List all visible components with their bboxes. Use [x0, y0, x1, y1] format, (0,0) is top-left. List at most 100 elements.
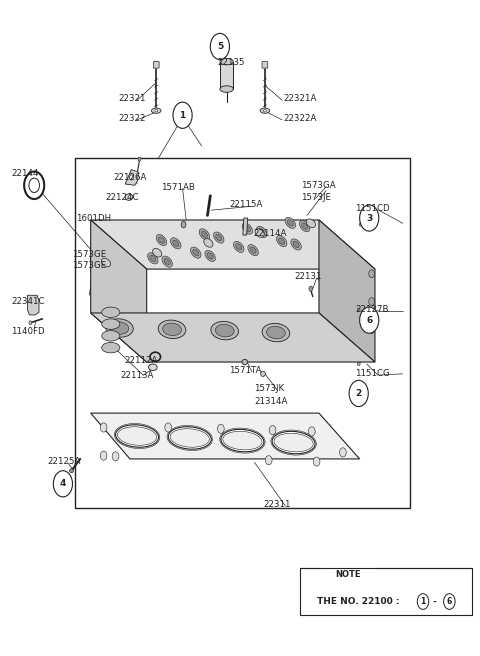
Circle shape	[112, 452, 119, 461]
Polygon shape	[91, 313, 375, 362]
Polygon shape	[27, 295, 39, 315]
Circle shape	[369, 298, 374, 306]
Text: 22135: 22135	[217, 58, 244, 68]
Ellipse shape	[306, 219, 315, 228]
Polygon shape	[319, 220, 375, 362]
Ellipse shape	[260, 108, 270, 113]
Circle shape	[369, 325, 374, 333]
Text: 21314A: 21314A	[254, 397, 288, 406]
Ellipse shape	[248, 245, 258, 256]
FancyBboxPatch shape	[262, 62, 268, 68]
Text: NOTE: NOTE	[336, 570, 361, 579]
Ellipse shape	[164, 258, 170, 265]
Circle shape	[360, 205, 379, 231]
Ellipse shape	[155, 110, 157, 112]
Ellipse shape	[287, 220, 293, 226]
Text: 22322: 22322	[118, 114, 145, 123]
Text: 1573JK: 1573JK	[254, 384, 285, 394]
Circle shape	[369, 270, 374, 277]
Text: 5: 5	[217, 42, 223, 51]
Ellipse shape	[29, 321, 32, 325]
Polygon shape	[125, 170, 139, 185]
Text: -: -	[430, 597, 440, 606]
Text: 1151CG: 1151CG	[355, 369, 390, 379]
Ellipse shape	[216, 324, 234, 337]
Ellipse shape	[211, 321, 239, 340]
Circle shape	[173, 102, 192, 129]
Text: 1571AB: 1571AB	[161, 183, 195, 192]
Circle shape	[100, 451, 107, 461]
Text: 1601DH: 1601DH	[76, 213, 111, 222]
Text: 22124C: 22124C	[105, 193, 139, 201]
Ellipse shape	[274, 434, 313, 452]
Bar	[75, 158, 410, 508]
Ellipse shape	[201, 231, 207, 237]
Ellipse shape	[357, 308, 360, 312]
Ellipse shape	[170, 237, 181, 249]
Ellipse shape	[110, 321, 129, 335]
Circle shape	[138, 157, 141, 161]
Ellipse shape	[152, 108, 161, 113]
Text: 1573GE: 1573GE	[72, 261, 107, 270]
Ellipse shape	[285, 217, 296, 228]
Ellipse shape	[236, 243, 242, 250]
Ellipse shape	[116, 425, 158, 447]
Ellipse shape	[173, 240, 179, 247]
Ellipse shape	[149, 364, 157, 371]
Text: 22311: 22311	[263, 501, 290, 509]
Polygon shape	[91, 220, 147, 362]
Ellipse shape	[221, 430, 264, 452]
Ellipse shape	[207, 253, 213, 259]
Ellipse shape	[156, 234, 167, 245]
Ellipse shape	[216, 234, 222, 241]
Circle shape	[210, 33, 229, 60]
Ellipse shape	[261, 371, 265, 377]
Ellipse shape	[259, 229, 265, 235]
Text: 22131: 22131	[294, 272, 322, 281]
Text: 22114A: 22114A	[253, 228, 287, 237]
Ellipse shape	[250, 247, 256, 253]
Circle shape	[217, 424, 224, 434]
Circle shape	[265, 456, 272, 465]
Ellipse shape	[205, 251, 216, 262]
Ellipse shape	[162, 256, 172, 267]
Text: 1151CD: 1151CD	[355, 205, 389, 213]
Text: 22125A: 22125A	[48, 457, 81, 466]
Ellipse shape	[264, 110, 266, 112]
Circle shape	[100, 423, 107, 432]
Text: 1571TA: 1571TA	[229, 366, 262, 375]
Text: 22322A: 22322A	[283, 114, 316, 123]
Text: 1573JE: 1573JE	[301, 193, 331, 201]
Ellipse shape	[300, 220, 310, 232]
Text: 1: 1	[420, 597, 426, 606]
Ellipse shape	[359, 223, 362, 226]
Ellipse shape	[170, 429, 209, 447]
Text: 4: 4	[60, 480, 66, 488]
Ellipse shape	[153, 249, 162, 257]
Text: THE NO. 22100 :: THE NO. 22100 :	[317, 597, 403, 606]
Circle shape	[417, 594, 429, 609]
Ellipse shape	[158, 320, 186, 338]
Text: 22144: 22144	[11, 169, 39, 178]
Text: 3: 3	[366, 213, 372, 222]
Circle shape	[339, 448, 346, 457]
FancyBboxPatch shape	[154, 62, 159, 68]
Ellipse shape	[199, 229, 210, 240]
Polygon shape	[243, 218, 248, 235]
Text: 22341C: 22341C	[11, 297, 45, 306]
Ellipse shape	[266, 326, 285, 339]
Text: 6: 6	[447, 597, 452, 606]
Circle shape	[349, 380, 368, 407]
Polygon shape	[91, 220, 375, 269]
Circle shape	[309, 427, 315, 436]
Ellipse shape	[101, 258, 110, 267]
Circle shape	[360, 307, 379, 333]
Text: 1140FD: 1140FD	[11, 327, 45, 336]
Ellipse shape	[168, 427, 211, 449]
Ellipse shape	[276, 236, 287, 247]
Ellipse shape	[291, 239, 301, 250]
Ellipse shape	[279, 238, 285, 245]
Text: 1: 1	[180, 111, 186, 120]
Text: 1573GE: 1573GE	[72, 250, 107, 259]
Ellipse shape	[272, 432, 315, 454]
